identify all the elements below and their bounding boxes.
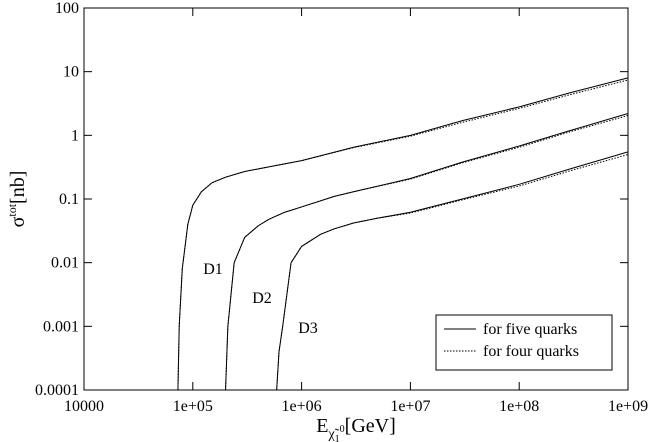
legend-label: for five quarks — [483, 321, 577, 338]
x-label-main: E — [316, 415, 328, 437]
y-tick-label: 0.1 — [59, 191, 79, 208]
x-tick-label: 10000 — [64, 398, 104, 415]
curve-label: D2 — [252, 290, 272, 307]
x-tick-label: 1e+06 — [282, 398, 322, 415]
y-label-main: σ — [7, 216, 29, 227]
x-tick-label: 1e+05 — [173, 398, 213, 415]
y-tick-label: 10 — [63, 64, 79, 81]
y-tick-label: 0.01 — [51, 255, 79, 272]
y-label-sup: tot — [5, 203, 19, 216]
y-axis-label: σtot[nb] — [5, 171, 29, 228]
x-axis-label: Eχ̃10[GeV] — [316, 415, 396, 442]
legend-box — [435, 314, 613, 371]
x-label-unit: [GeV] — [345, 415, 396, 437]
curve-label: D3 — [298, 320, 318, 337]
y-tick-label: 0.001 — [43, 318, 79, 335]
y-label-unit: [nb] — [7, 171, 29, 204]
x-label-subsub: 1 — [335, 434, 340, 442]
x-tick-label: 1e+09 — [608, 398, 648, 415]
y-tick-label: 1 — [71, 127, 79, 144]
y-tick-label: 0.0001 — [35, 382, 79, 399]
legend-label: for four quarks — [483, 343, 579, 360]
curve-line — [177, 79, 629, 391]
curve-label: D1 — [203, 261, 223, 278]
x-label-subsup: 0 — [340, 424, 345, 435]
x-tick-label: 1e+08 — [499, 398, 539, 415]
curve-line — [225, 115, 629, 391]
curve-line — [276, 151, 629, 391]
x-tick-label: 1e+07 — [390, 398, 430, 415]
y-tick-label: 100 — [55, 0, 79, 17]
